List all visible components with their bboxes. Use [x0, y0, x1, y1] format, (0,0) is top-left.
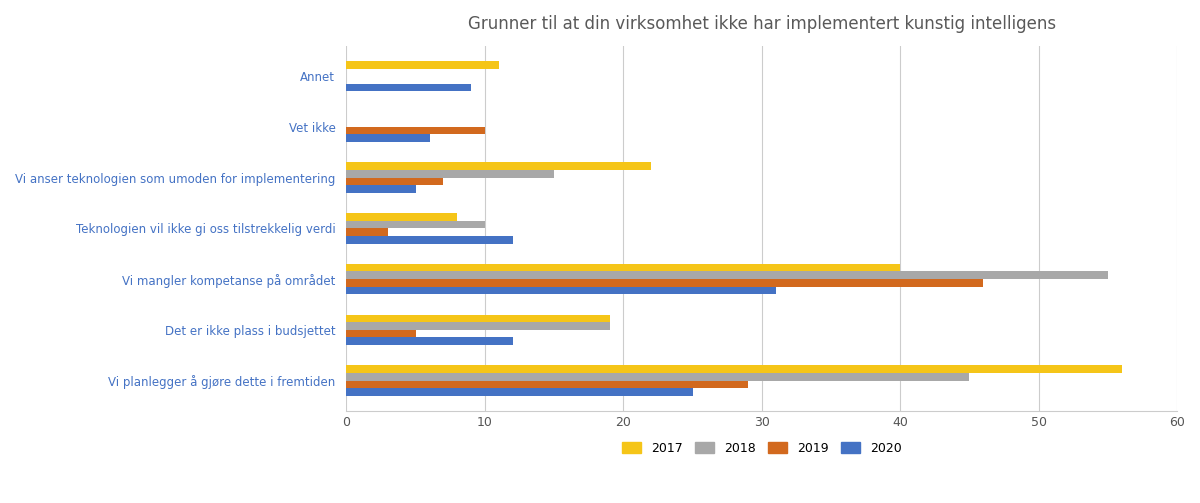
Bar: [347, 373, 970, 381]
Bar: [347, 338, 512, 345]
Bar: [347, 287, 775, 294]
Legend: 2017, 2018, 2019, 2020: 2017, 2018, 2019, 2020: [617, 437, 906, 460]
Bar: [347, 381, 748, 388]
Bar: [347, 264, 900, 272]
Bar: [347, 322, 610, 330]
Bar: [347, 127, 485, 134]
Bar: [347, 221, 485, 228]
Bar: [347, 228, 388, 236]
Bar: [347, 170, 554, 178]
Bar: [347, 213, 457, 221]
Bar: [347, 388, 692, 396]
Bar: [347, 134, 430, 142]
Bar: [347, 185, 415, 193]
Bar: [347, 236, 512, 243]
Bar: [347, 365, 1122, 373]
Title: Grunner til at din virksomhet ikke har implementert kunstig intelligens: Grunner til at din virksomhet ikke har i…: [468, 15, 1056, 33]
Bar: [347, 279, 983, 287]
Bar: [347, 272, 1108, 279]
Bar: [347, 314, 610, 322]
Bar: [347, 330, 415, 338]
Bar: [347, 61, 499, 68]
Bar: [347, 178, 443, 185]
Bar: [347, 162, 652, 170]
Bar: [347, 83, 472, 92]
